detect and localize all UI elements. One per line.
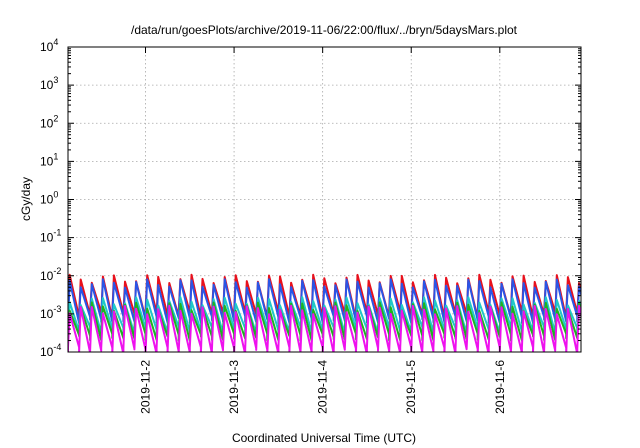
grid xyxy=(68,47,581,352)
y-tick-label: 102 xyxy=(40,113,58,130)
series-line xyxy=(68,296,581,335)
plot-area xyxy=(68,273,581,352)
chart-title: /data/run/goesPlots/archive/2019-11-06/2… xyxy=(131,23,518,37)
y-tick-label: 104 xyxy=(40,37,58,54)
x-axis: 2019-11-2 2019-11-3 2019-11-4 2019-11-5 2019… xyxy=(139,47,507,414)
x-tick-label: 2019-11-3 xyxy=(227,360,241,414)
x-tick-label: 2019-11-6 xyxy=(493,360,507,414)
y-axis-label: cGy/day xyxy=(19,177,33,221)
series-line xyxy=(68,304,581,352)
x-tick-label: 2019-11-5 xyxy=(404,360,418,414)
x-axis-label: Coordinated Universal Time (UTC) xyxy=(232,431,416,445)
y-tick-label: 101 xyxy=(40,151,58,168)
y-tick-label: 100 xyxy=(40,190,58,207)
y-axis: 10-4 10-3 10-2 10-1 100 101 102 103 104 xyxy=(40,37,581,359)
y-tick-label: 10-3 xyxy=(40,304,61,321)
y-tick-label: 10-1 xyxy=(40,228,61,245)
y-tick-label: 10-2 xyxy=(40,266,61,283)
y-tick-label: 103 xyxy=(40,75,58,92)
x-tick-label: 2019-11-4 xyxy=(316,360,330,414)
y-tick-label: 10-4 xyxy=(40,342,61,359)
x-tick-label: 2019-11-2 xyxy=(139,360,153,414)
